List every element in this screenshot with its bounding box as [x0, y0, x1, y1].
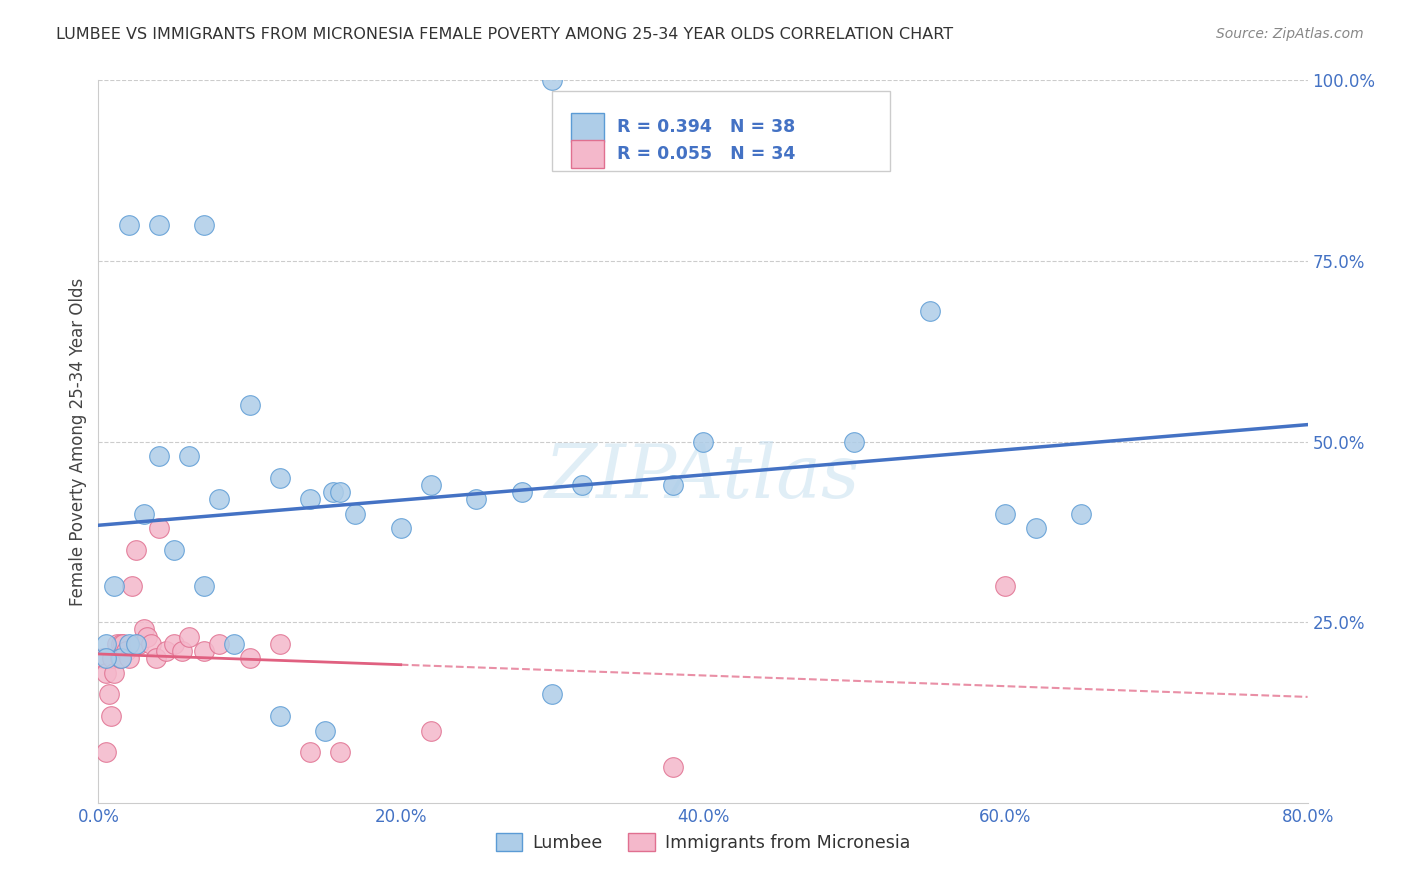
Point	[91, 651, 114, 665]
Point	[110, 637, 132, 651]
Point	[420, 478, 443, 492]
Point	[420, 723, 443, 738]
Point	[170, 644, 193, 658]
Point	[692, 434, 714, 449]
Point	[94, 665, 117, 680]
Text: Source: ZipAtlas.com: Source: ZipAtlas.com	[1216, 27, 1364, 41]
Point	[111, 637, 134, 651]
Point	[118, 637, 141, 651]
Point	[1070, 507, 1092, 521]
Text: R = 0.055   N = 34: R = 0.055 N = 34	[617, 145, 796, 163]
Point	[103, 579, 125, 593]
Point	[322, 485, 344, 500]
Text: LUMBEE VS IMMIGRANTS FROM MICRONESIA FEMALE POVERTY AMONG 25-34 YEAR OLDS CORREL: LUMBEE VS IMMIGRANTS FROM MICRONESIA FEM…	[56, 27, 953, 42]
FancyBboxPatch shape	[571, 139, 603, 169]
Point	[994, 579, 1017, 593]
Point	[118, 651, 141, 665]
Point	[103, 665, 125, 680]
Point	[121, 579, 143, 593]
Point	[148, 449, 170, 463]
Point	[125, 637, 148, 651]
Point	[239, 398, 262, 412]
Point	[269, 470, 291, 484]
Point	[299, 745, 322, 759]
Point	[329, 745, 352, 759]
Point	[299, 492, 322, 507]
Point	[94, 745, 117, 759]
Point	[344, 507, 367, 521]
Point	[110, 651, 132, 665]
Point	[141, 637, 163, 651]
Point	[193, 579, 215, 593]
Point	[148, 218, 170, 232]
Point	[101, 651, 124, 665]
Point	[94, 651, 117, 665]
Point	[98, 687, 121, 701]
Point	[125, 542, 148, 557]
Point	[145, 651, 167, 665]
Point	[329, 485, 352, 500]
Point	[1024, 521, 1046, 535]
Point	[510, 485, 533, 500]
Point	[994, 507, 1017, 521]
Point	[540, 687, 562, 701]
Point	[208, 637, 231, 651]
Point	[661, 478, 683, 492]
Point	[179, 449, 201, 463]
Point	[571, 478, 593, 492]
Point	[193, 644, 215, 658]
Point	[389, 521, 412, 535]
Point	[269, 709, 291, 723]
Y-axis label: Female Poverty Among 25-34 Year Olds: Female Poverty Among 25-34 Year Olds	[69, 277, 87, 606]
Point	[239, 651, 262, 665]
Point	[179, 630, 201, 644]
Point	[132, 507, 155, 521]
Point	[100, 709, 122, 723]
Point	[114, 644, 136, 658]
Point	[105, 637, 128, 651]
Point	[108, 651, 131, 665]
FancyBboxPatch shape	[551, 91, 890, 170]
Point	[193, 218, 215, 232]
Legend: Lumbee, Immigrants from Micronesia: Lumbee, Immigrants from Micronesia	[489, 827, 917, 859]
Point	[208, 492, 231, 507]
Point	[844, 434, 866, 449]
Point	[132, 623, 155, 637]
Point	[540, 73, 562, 87]
Point	[148, 521, 170, 535]
Point	[94, 637, 117, 651]
Point	[128, 637, 150, 651]
Point	[314, 723, 336, 738]
Point	[661, 760, 683, 774]
Point	[155, 644, 177, 658]
Point	[163, 637, 186, 651]
Point	[163, 542, 186, 557]
Text: R = 0.394   N = 38: R = 0.394 N = 38	[617, 119, 796, 136]
Text: ZIPAtlas: ZIPAtlas	[546, 442, 860, 514]
Point	[224, 637, 246, 651]
FancyBboxPatch shape	[571, 112, 603, 142]
Point	[269, 637, 291, 651]
Point	[918, 304, 941, 318]
Point	[135, 630, 157, 644]
Point	[465, 492, 488, 507]
Point	[118, 218, 141, 232]
